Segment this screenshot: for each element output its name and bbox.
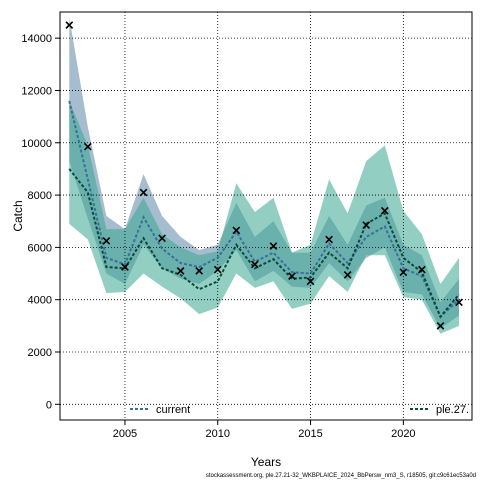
- observed-point: [436, 321, 445, 330]
- observed-point: [83, 142, 92, 151]
- footer-caption: stockassessment.org, ple.27.21-32_WKBPLA…: [206, 473, 476, 479]
- y-axis-title: Catch: [11, 200, 25, 231]
- observed-point: [399, 268, 408, 277]
- observed-point: [139, 188, 148, 197]
- x-tick-label: 2010: [206, 428, 230, 440]
- y-tick-label: 8000: [28, 190, 52, 202]
- observed-point: [121, 263, 129, 271]
- observed-point: [158, 234, 166, 243]
- legend-label-2: ple.27.: [436, 404, 469, 416]
- y-tick-label: 12000: [21, 85, 52, 97]
- plot-frame: [59, 11, 473, 421]
- observed-point: [455, 298, 463, 307]
- y-tick-label: 0: [46, 399, 52, 411]
- observed-point: [418, 265, 426, 274]
- x-axis-title: Years: [251, 455, 281, 469]
- observed-point: [102, 236, 111, 245]
- confidence-band-2: [69, 100, 460, 334]
- observed-point: [343, 270, 352, 279]
- observed-point: [65, 21, 74, 29]
- observed-point: [380, 206, 389, 215]
- y-tick-label: 14000: [21, 33, 52, 45]
- x-tick-label: 2005: [113, 428, 137, 440]
- x-tick-label: 2020: [391, 428, 415, 440]
- observed-point: [213, 265, 222, 274]
- legend-label-1: current: [156, 404, 190, 416]
- observed-point: [176, 267, 185, 275]
- observed-point: [250, 260, 259, 269]
- observed-point: [269, 242, 278, 250]
- x-tick-label: 2015: [298, 428, 322, 440]
- series-line-1: [68, 100, 460, 319]
- y-tick-label: 10000: [21, 138, 52, 150]
- observed-point: [288, 272, 296, 281]
- y-tick-label: 6000: [28, 242, 52, 254]
- observed-point: [195, 267, 204, 275]
- y-tick-label: 2000: [28, 347, 52, 359]
- observed-point: [362, 221, 371, 230]
- series-line-2: [68, 168, 460, 319]
- observed-point: [306, 277, 315, 286]
- observed-point: [325, 235, 333, 244]
- observed-point: [232, 226, 241, 235]
- y-tick-label: 4000: [28, 295, 52, 307]
